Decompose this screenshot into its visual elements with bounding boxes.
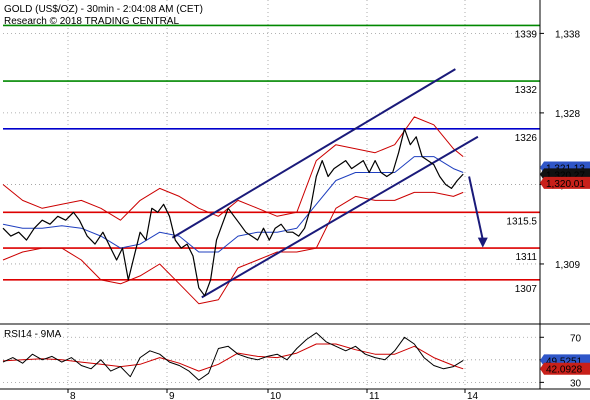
y-tick-label: 1,328 bbox=[555, 109, 580, 120]
rsi-ma-line bbox=[2, 343, 464, 372]
rsi-panel-title: RSI14 - 9MA bbox=[4, 329, 62, 340]
price-line bbox=[2, 128, 464, 297]
horizontal-levels: 1339 1332 1326 1315.5 1311 1307 bbox=[3, 24, 540, 295]
rsi-gridlines bbox=[3, 336, 540, 383]
level-label: 1311 bbox=[515, 252, 537, 263]
y-tick-label: 1,309 bbox=[555, 260, 580, 271]
channel-line bbox=[171, 68, 456, 239]
x-tick-label: 14 bbox=[467, 391, 479, 400]
price-badge-bg bbox=[540, 176, 590, 189]
level-label: 1332 bbox=[515, 85, 538, 96]
price-badge: 1,320.01 bbox=[546, 179, 585, 190]
rsi-badge-bg bbox=[540, 362, 590, 375]
level-label: 1326 bbox=[515, 133, 538, 144]
price-series-group bbox=[2, 68, 488, 305]
x-tick-label: 9 bbox=[169, 391, 175, 400]
rsi-line bbox=[2, 332, 464, 381]
y-tick-label: 1,338 bbox=[555, 29, 580, 40]
x-tick-label: 10 bbox=[270, 391, 282, 400]
chart-subtitle: Research © 2018 TRADING CENTRAL bbox=[4, 16, 179, 27]
level-label: 1307 bbox=[515, 284, 538, 295]
projection-arrow-shaft bbox=[468, 176, 484, 240]
rsi-series-group bbox=[2, 332, 464, 381]
projection-arrow-head bbox=[477, 237, 488, 248]
price-badge: 1,320.27 bbox=[546, 170, 585, 181]
x-tick-label: 8 bbox=[70, 391, 76, 400]
x-tick-label: 11 bbox=[369, 391, 380, 400]
level-label: 1339 bbox=[515, 29, 538, 40]
rsi-tick-label: 30 bbox=[570, 378, 582, 389]
moving-average-line bbox=[2, 156, 464, 253]
level-label: 1315.5 bbox=[506, 216, 537, 227]
rsi-badge: 42.0928 bbox=[546, 365, 583, 376]
bollinger-lower-line bbox=[2, 191, 464, 305]
chart-title: GOLD (US$/OZ) - 30min - 2:04:08 AM (CET) bbox=[4, 4, 203, 15]
rsi-tick-label: 70 bbox=[570, 333, 582, 344]
rsi-badge: 49.5251 bbox=[546, 356, 583, 367]
bollinger-upper-line bbox=[2, 116, 464, 221]
channel-line bbox=[201, 135, 479, 299]
price-gridlines bbox=[3, 0, 540, 388]
